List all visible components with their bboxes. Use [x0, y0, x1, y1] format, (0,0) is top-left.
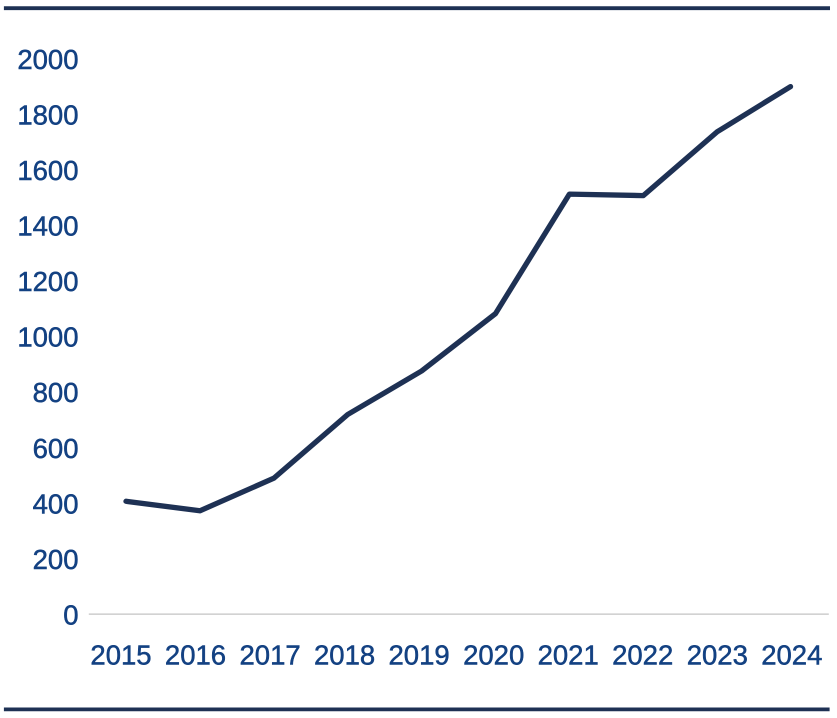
svg-text:0: 0 — [63, 600, 78, 631]
svg-text:2022: 2022 — [612, 640, 673, 671]
svg-text:1600: 1600 — [17, 155, 78, 186]
svg-text:2016: 2016 — [165, 640, 226, 671]
svg-text:2015: 2015 — [90, 640, 151, 671]
svg-text:2021: 2021 — [538, 640, 599, 671]
svg-text:2000: 2000 — [17, 44, 78, 75]
svg-text:2018: 2018 — [314, 640, 375, 671]
svg-text:800: 800 — [33, 377, 79, 408]
svg-text:2023: 2023 — [687, 640, 748, 671]
svg-text:1400: 1400 — [17, 211, 78, 242]
svg-text:600: 600 — [33, 433, 79, 464]
svg-text:2024: 2024 — [761, 640, 822, 671]
svg-text:400: 400 — [33, 488, 79, 519]
svg-text:1200: 1200 — [17, 266, 78, 297]
svg-text:2019: 2019 — [389, 640, 450, 671]
svg-text:2020: 2020 — [463, 640, 524, 671]
svg-text:1000: 1000 — [17, 322, 78, 353]
svg-text:200: 200 — [33, 544, 79, 575]
svg-text:2017: 2017 — [240, 640, 301, 671]
svg-text:1800: 1800 — [17, 99, 78, 130]
